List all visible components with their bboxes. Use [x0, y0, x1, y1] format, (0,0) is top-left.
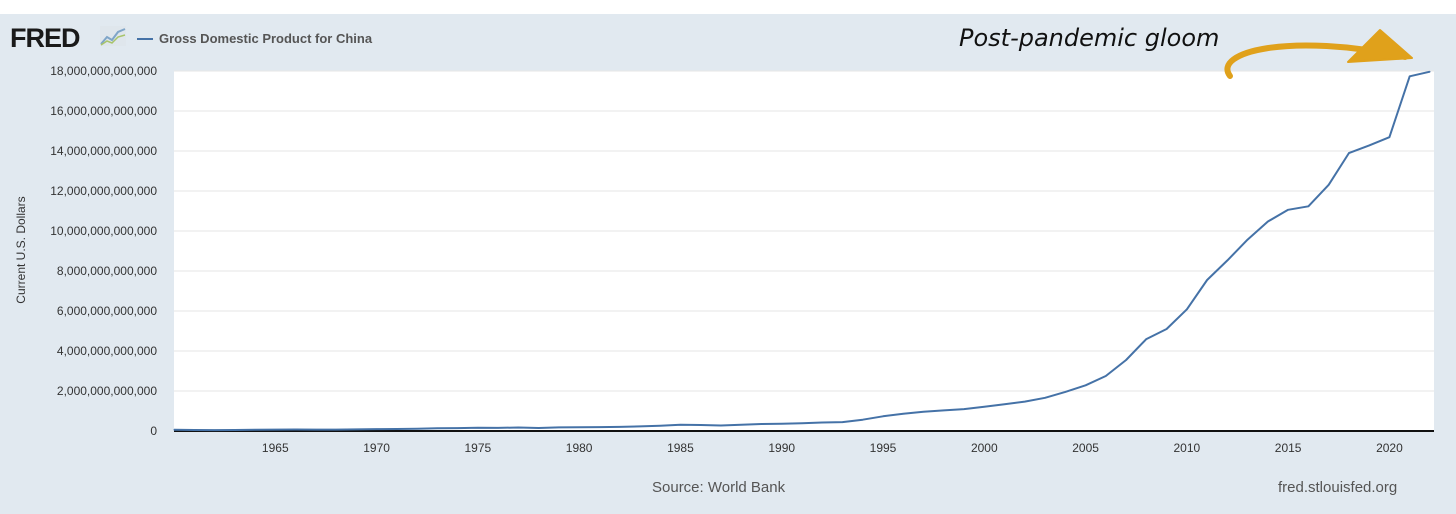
data-point: [1024, 400, 1026, 403]
data-point: [1287, 209, 1289, 211]
x-tick-label: 1995: [870, 441, 897, 455]
source-note: Source: World Bank: [652, 479, 786, 496]
data-point: [1186, 308, 1188, 310]
annotation-text: Post-pandemic gloom: [959, 24, 1220, 52]
x-tick-label: 2010: [1174, 441, 1201, 455]
data-point: [457, 427, 459, 429]
data-point: [983, 406, 985, 408]
data-point: [173, 429, 175, 431]
y-tick-label: 4,000,000,000,000: [57, 344, 157, 358]
data-point: [963, 408, 965, 410]
data-point: [1267, 220, 1269, 223]
legend-swatch: [137, 38, 153, 40]
data-point: [1166, 328, 1168, 330]
data-point: [740, 424, 742, 426]
y-tick-label: 0: [150, 424, 157, 438]
fred-logo[interactable]: FRED: [10, 23, 80, 53]
y-tick-label: 14,000,000,000,000: [50, 144, 157, 158]
data-point: [436, 427, 438, 429]
data-point: [538, 427, 540, 429]
y-tick-label: 6,000,000,000,000: [57, 304, 157, 318]
data-point: [1328, 184, 1330, 186]
data-point: [355, 428, 357, 431]
data-point: [1206, 279, 1208, 281]
x-tick-label: 2015: [1275, 441, 1302, 455]
data-point: [902, 413, 904, 415]
data-point: [801, 422, 803, 424]
y-tick-label: 18,000,000,000,000: [50, 64, 157, 78]
data-point: [477, 427, 479, 429]
data-point: [943, 409, 945, 412]
x-tick-label: 1980: [566, 441, 593, 455]
x-tick-label: 2000: [971, 441, 998, 455]
data-point: [679, 424, 682, 426]
y-tick-label: 10,000,000,000,000: [50, 224, 157, 238]
data-point: [1409, 75, 1411, 77]
data-point: [375, 428, 378, 430]
data-point: [922, 411, 925, 413]
data-point: [254, 429, 256, 431]
data-point: [1348, 152, 1350, 154]
data-point: [720, 424, 722, 427]
x-tick-label: 1975: [465, 441, 492, 455]
data-point: [639, 425, 641, 427]
data-point: [598, 426, 601, 428]
data-point: [193, 429, 195, 431]
data-point: [213, 429, 216, 431]
data-point: [315, 428, 317, 431]
x-tick-label: 2005: [1072, 441, 1099, 455]
data-point: [335, 429, 337, 431]
data-point: [862, 419, 864, 421]
chart-line-icon: [100, 26, 126, 46]
data-point: [294, 428, 297, 431]
y-tick-label: 16,000,000,000,000: [50, 104, 157, 118]
x-tick-label: 2020: [1376, 441, 1403, 455]
x-tick-label: 1990: [768, 441, 795, 455]
x-tick-label: 1970: [363, 441, 390, 455]
data-point: [1145, 338, 1147, 340]
data-point: [1368, 144, 1370, 147]
data-point: [416, 428, 418, 430]
arrow-head-icon: [1347, 29, 1413, 63]
y-tick-label: 2,000,000,000,000: [57, 384, 157, 398]
plot-area: [174, 71, 1434, 431]
data-point: [517, 426, 519, 429]
data-point: [760, 423, 763, 425]
data-point: [1064, 391, 1066, 393]
data-point: [558, 426, 560, 429]
data-point: [1429, 71, 1431, 73]
data-point: [619, 426, 621, 428]
data-point: [1125, 359, 1127, 361]
data-point: [1044, 397, 1046, 399]
data-point: [396, 428, 398, 430]
data-point: [1084, 384, 1087, 386]
x-tick-label: 1985: [667, 441, 694, 455]
data-point: [1105, 375, 1107, 377]
data-point: [1307, 205, 1310, 207]
y-tick-label: 8,000,000,000,000: [57, 264, 157, 278]
y-tick-label: 12,000,000,000,000: [50, 184, 157, 198]
data-point: [659, 425, 661, 427]
data-point: [700, 424, 702, 426]
data-point: [882, 415, 884, 417]
data-point: [1247, 238, 1249, 241]
data-point: [841, 421, 844, 423]
data-point: [1226, 259, 1228, 261]
x-tick-label: 1965: [262, 441, 289, 455]
data-point: [821, 421, 823, 424]
data-point: [781, 423, 783, 425]
data-point: [578, 426, 580, 428]
site-url[interactable]: fred.stlouisfed.org: [1278, 479, 1398, 496]
data-point: [1388, 136, 1391, 138]
data-point: [234, 429, 236, 431]
data-point: [274, 428, 276, 431]
data-point: [1003, 403, 1006, 405]
data-point: [497, 427, 499, 429]
legend-label[interactable]: Gross Domestic Product for China: [159, 31, 373, 46]
